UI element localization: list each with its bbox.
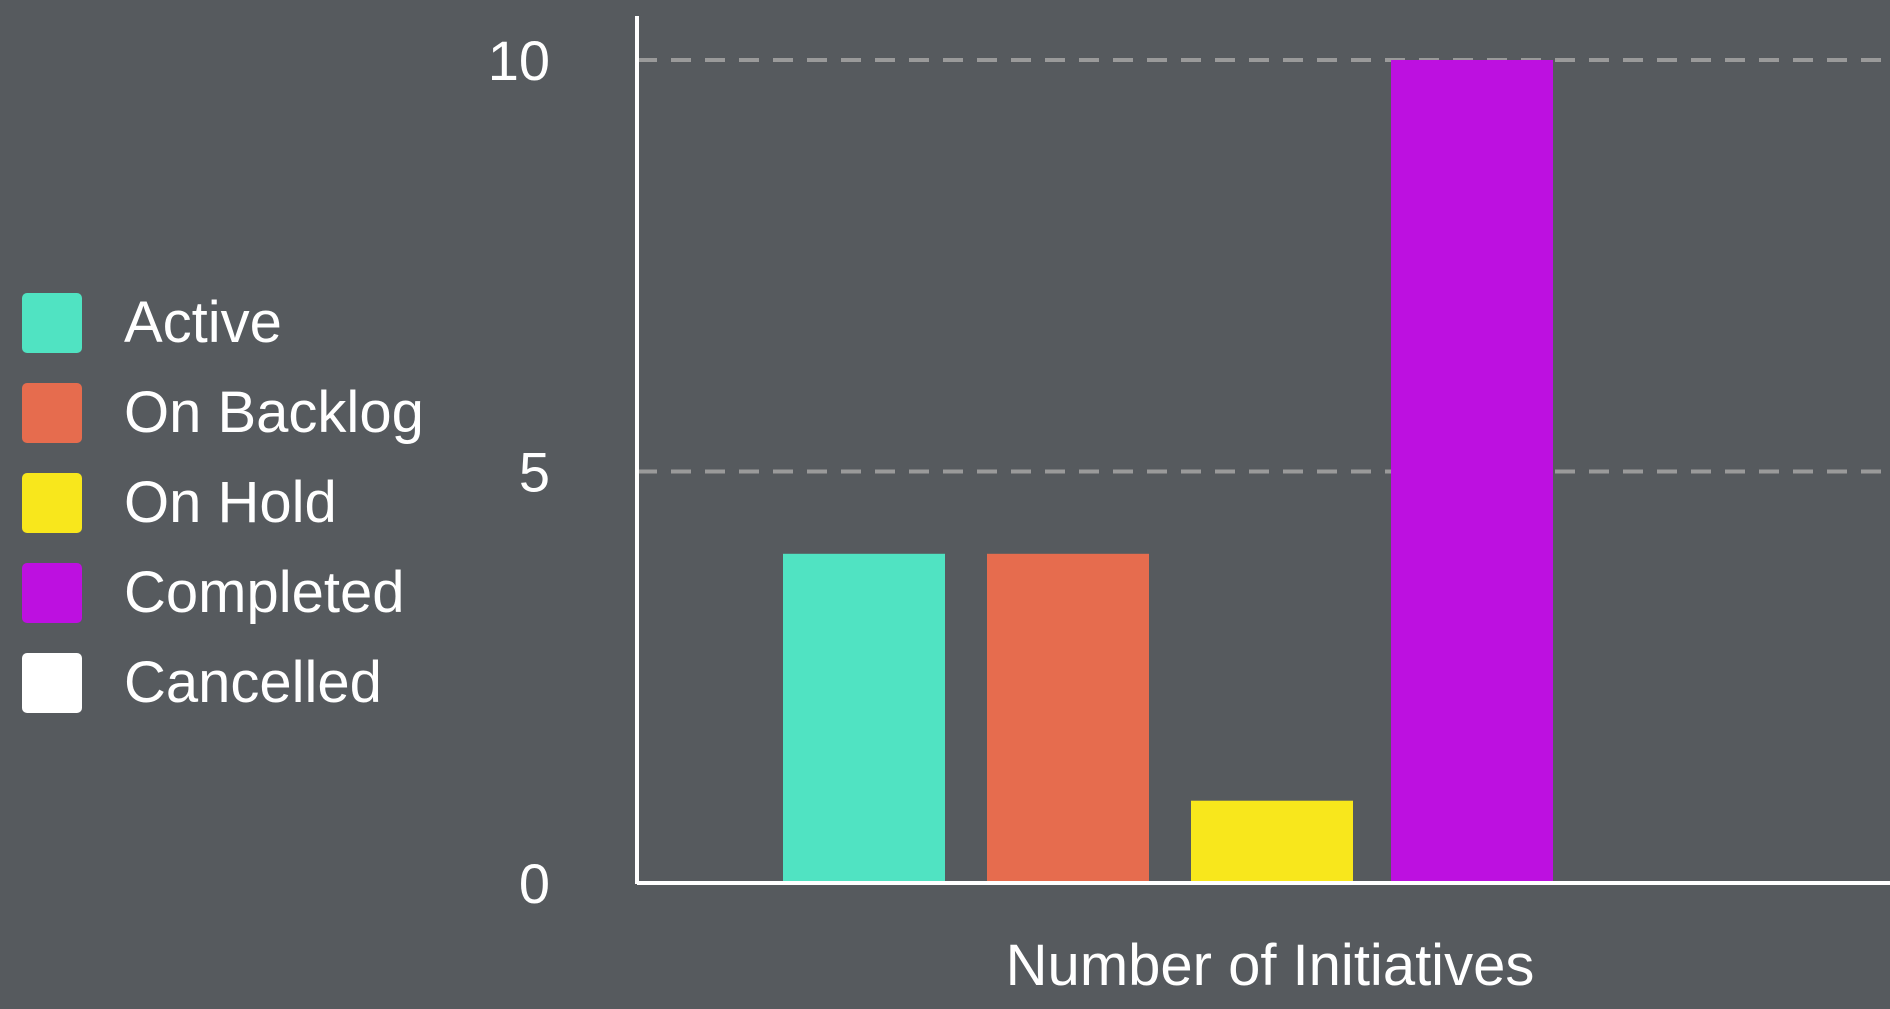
x-axis-label: Number of Initiatives (1006, 933, 1535, 998)
legend-label: Cancelled (124, 650, 382, 715)
bar-completed[interactable] (1391, 60, 1553, 883)
grid-layer (637, 58, 1890, 474)
legend-item-cancelled[interactable]: Cancelled (22, 650, 382, 715)
legend-item-on-backlog[interactable]: On Backlog (22, 380, 424, 445)
legend-label: Completed (124, 560, 404, 625)
legend-item-active[interactable]: Active (22, 290, 282, 355)
y-tick-label: 0 (519, 852, 550, 915)
legend-swatch (22, 473, 82, 533)
legend-label: On Hold (124, 470, 337, 535)
bar-on-hold[interactable] (1191, 800, 1353, 883)
legend-item-completed[interactable]: Completed (22, 560, 404, 625)
y-tick-label: 5 (519, 441, 550, 504)
legend-swatch (22, 563, 82, 623)
legend-label: Active (124, 290, 282, 355)
legend-swatch (22, 653, 82, 713)
legend-item-on-hold[interactable]: On Hold (22, 470, 337, 535)
bar-active[interactable] (783, 553, 945, 883)
legend: Active On Backlog On Hold Completed Cancelle… (22, 290, 424, 715)
y-tick-labels: 0 5 10 (488, 29, 550, 915)
bar-layer (783, 60, 1553, 883)
legend-swatch (22, 293, 82, 353)
legend-swatch (22, 383, 82, 443)
axis-layer (635, 16, 1890, 885)
legend-label: On Backlog (124, 380, 424, 445)
bar-on-backlog[interactable] (987, 553, 1149, 883)
y-tick-label: 10 (488, 29, 550, 92)
